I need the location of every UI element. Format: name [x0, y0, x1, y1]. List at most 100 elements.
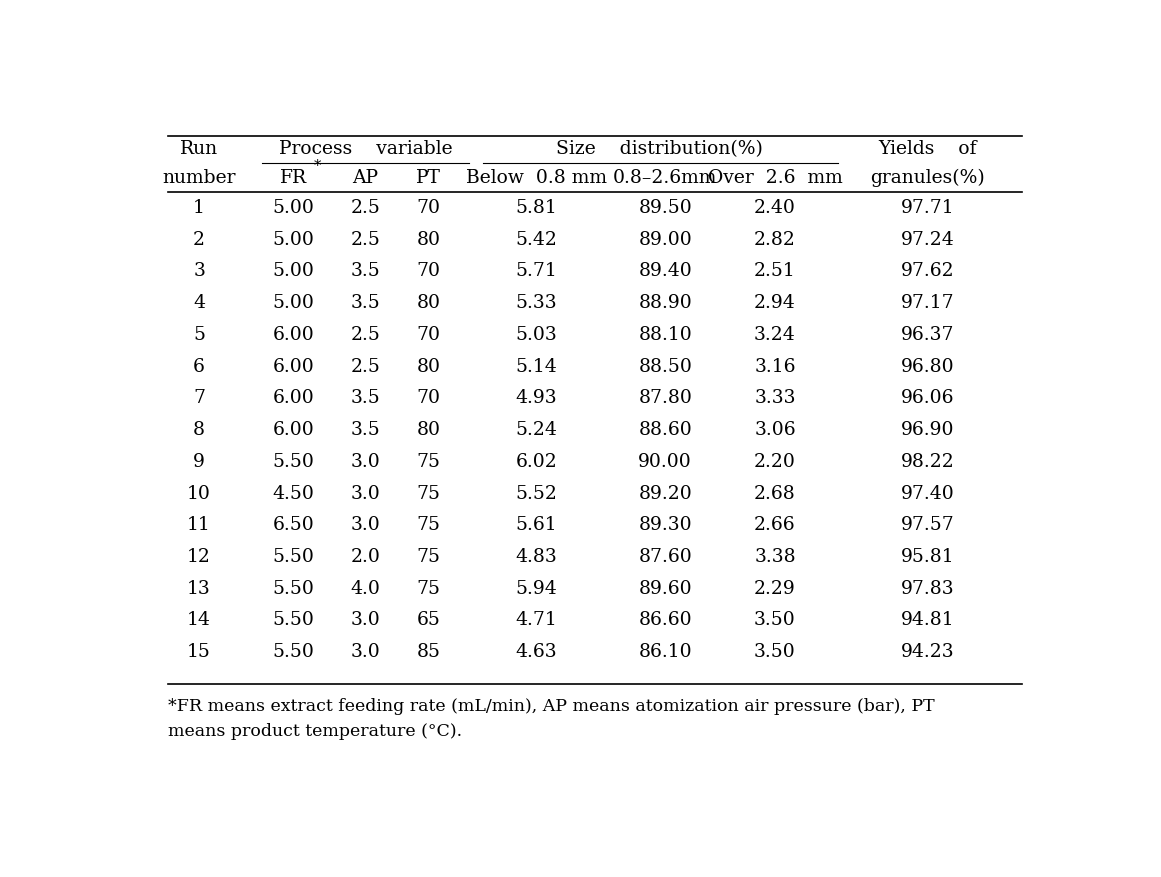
- Text: 6.00: 6.00: [273, 389, 315, 407]
- Text: AP: AP: [353, 169, 378, 187]
- Text: 3.0: 3.0: [351, 611, 381, 630]
- Text: 89.30: 89.30: [639, 517, 692, 534]
- Text: PT: PT: [416, 169, 441, 187]
- Text: 15: 15: [187, 643, 211, 661]
- Text: 2.0: 2.0: [351, 548, 381, 566]
- Text: 88.90: 88.90: [639, 294, 692, 312]
- Text: 4.83: 4.83: [515, 548, 557, 566]
- Text: 5.50: 5.50: [273, 548, 315, 566]
- Text: 2.29: 2.29: [755, 580, 795, 598]
- Text: 96.06: 96.06: [901, 389, 954, 407]
- Text: 4.63: 4.63: [515, 643, 557, 661]
- Text: 0.8–2.6mm: 0.8–2.6mm: [613, 169, 717, 187]
- Text: 8: 8: [193, 421, 205, 439]
- Text: 5.50: 5.50: [273, 580, 315, 598]
- Text: 89.20: 89.20: [639, 484, 692, 503]
- Text: 80: 80: [417, 294, 440, 312]
- Text: 3.0: 3.0: [351, 517, 381, 534]
- Text: 3.16: 3.16: [755, 358, 795, 375]
- Text: 4.71: 4.71: [515, 611, 557, 630]
- Text: 2.51: 2.51: [755, 262, 795, 281]
- Text: 89.40: 89.40: [639, 262, 692, 281]
- Text: 6.50: 6.50: [273, 517, 315, 534]
- Text: 97.62: 97.62: [901, 262, 954, 281]
- Text: 4.93: 4.93: [515, 389, 557, 407]
- Text: 2.5: 2.5: [351, 326, 381, 344]
- Text: 2.5: 2.5: [351, 199, 381, 217]
- Text: 88.50: 88.50: [639, 358, 692, 375]
- Text: 94.81: 94.81: [901, 611, 954, 630]
- Text: 6.00: 6.00: [273, 358, 315, 375]
- Text: 13: 13: [187, 580, 211, 598]
- Text: 3.5: 3.5: [351, 294, 381, 312]
- Text: 6.00: 6.00: [273, 326, 315, 344]
- Text: 3.50: 3.50: [755, 643, 795, 661]
- Text: 96.90: 96.90: [901, 421, 954, 439]
- Text: 3.5: 3.5: [351, 262, 381, 281]
- Text: 2.66: 2.66: [755, 517, 795, 534]
- Text: 6.00: 6.00: [273, 421, 315, 439]
- Text: 4: 4: [193, 294, 205, 312]
- Text: 3.0: 3.0: [351, 453, 381, 471]
- Text: 94.23: 94.23: [901, 643, 954, 661]
- Text: 89.60: 89.60: [639, 580, 692, 598]
- Text: 75: 75: [417, 484, 440, 503]
- Text: 70: 70: [417, 326, 440, 344]
- Text: 5.33: 5.33: [515, 294, 557, 312]
- Text: 2.40: 2.40: [753, 199, 796, 217]
- Text: 2.20: 2.20: [753, 453, 796, 471]
- Text: 97.24: 97.24: [901, 231, 954, 248]
- Text: 85: 85: [417, 643, 440, 661]
- Text: 11: 11: [187, 517, 211, 534]
- Text: 7: 7: [193, 389, 205, 407]
- Text: 80: 80: [417, 231, 440, 248]
- Text: 2.94: 2.94: [755, 294, 795, 312]
- Text: 5.50: 5.50: [273, 643, 315, 661]
- Text: 2.5: 2.5: [351, 358, 381, 375]
- Text: 80: 80: [417, 358, 440, 375]
- Text: 3.0: 3.0: [351, 643, 381, 661]
- Text: 3.0: 3.0: [351, 484, 381, 503]
- Text: 5.50: 5.50: [273, 611, 315, 630]
- Text: 6.02: 6.02: [515, 453, 557, 471]
- Text: 97.83: 97.83: [901, 580, 954, 598]
- Text: 95.81: 95.81: [901, 548, 954, 566]
- Text: 5.94: 5.94: [515, 580, 557, 598]
- Text: 14: 14: [187, 611, 211, 630]
- Text: 4.50: 4.50: [273, 484, 315, 503]
- Text: 89.00: 89.00: [639, 231, 692, 248]
- Text: Below  0.8 mm: Below 0.8 mm: [466, 169, 607, 187]
- Text: Process    variable: Process variable: [279, 140, 453, 158]
- Text: 5.50: 5.50: [273, 453, 315, 471]
- Text: 1: 1: [193, 199, 205, 217]
- Text: 87.80: 87.80: [639, 389, 692, 407]
- Text: Yields    of: Yields of: [879, 140, 978, 158]
- Text: 89.50: 89.50: [639, 199, 692, 217]
- Text: 5.14: 5.14: [515, 358, 557, 375]
- Text: 5.71: 5.71: [515, 262, 557, 281]
- Text: 75: 75: [417, 580, 440, 598]
- Text: 10: 10: [187, 484, 211, 503]
- Text: 3.38: 3.38: [755, 548, 795, 566]
- Text: 9: 9: [193, 453, 205, 471]
- Text: 75: 75: [417, 517, 440, 534]
- Text: 70: 70: [417, 389, 440, 407]
- Text: 2: 2: [193, 231, 205, 248]
- Text: 87.60: 87.60: [639, 548, 692, 566]
- Text: 96.37: 96.37: [901, 326, 954, 344]
- Text: 97.71: 97.71: [901, 199, 954, 217]
- Text: 3.5: 3.5: [351, 389, 381, 407]
- Text: 2.68: 2.68: [755, 484, 795, 503]
- Text: 86.10: 86.10: [639, 643, 692, 661]
- Text: 4.0: 4.0: [351, 580, 381, 598]
- Text: 5.00: 5.00: [273, 294, 315, 312]
- Text: 5.42: 5.42: [515, 231, 557, 248]
- Text: 5: 5: [193, 326, 205, 344]
- Text: 98.22: 98.22: [901, 453, 954, 471]
- Text: 5.61: 5.61: [515, 517, 557, 534]
- Text: 96.80: 96.80: [901, 358, 954, 375]
- Text: 88.10: 88.10: [639, 326, 692, 344]
- Text: 70: 70: [417, 262, 440, 281]
- Text: 5.00: 5.00: [273, 231, 315, 248]
- Text: Run: Run: [180, 140, 218, 158]
